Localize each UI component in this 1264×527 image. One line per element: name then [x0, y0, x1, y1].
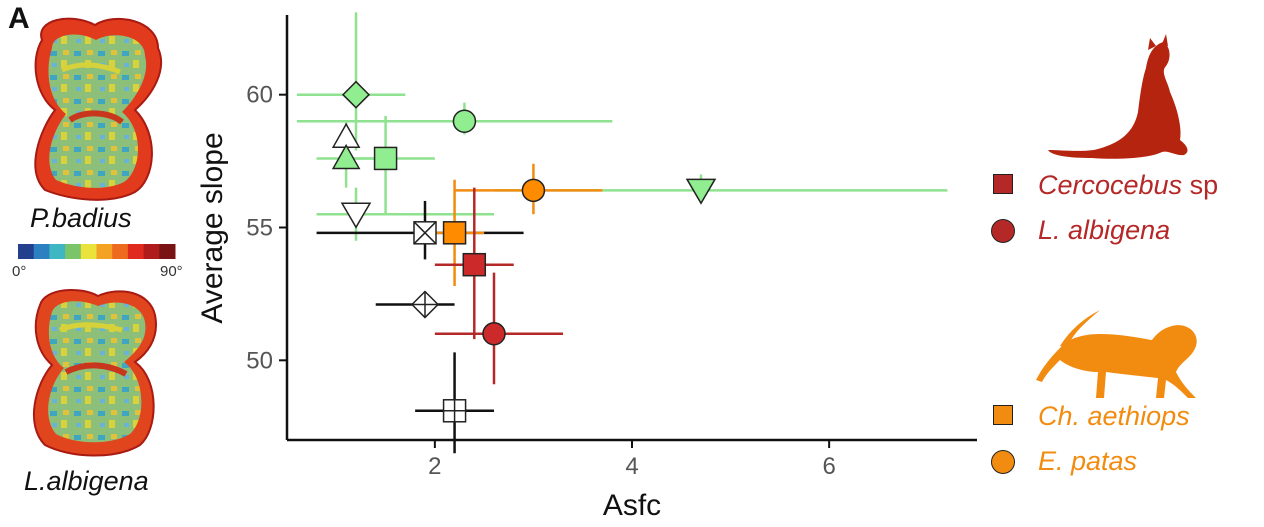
marker-cross-line — [413, 221, 437, 245]
data-point — [462, 252, 487, 277]
data-point — [685, 178, 717, 205]
scale-swatch — [49, 244, 66, 259]
x-tick-label: 6 — [822, 453, 835, 480]
scale-swatch — [80, 244, 97, 259]
square-marker — [462, 252, 487, 277]
legend-label-ch-aethiops: Ch. aethiops — [1038, 401, 1190, 431]
triangle-up-marker — [331, 143, 361, 170]
scale-swatch — [65, 244, 82, 259]
scale-swatch — [127, 244, 145, 259]
scale-swatch — [96, 244, 113, 259]
square-marker — [373, 146, 398, 171]
scale-swatch — [159, 244, 176, 259]
circle-marker — [452, 109, 477, 133]
triangle-down-marker — [340, 202, 372, 229]
legend-entry-cercocebus: Cercocebus sp — [1038, 170, 1218, 201]
scale-min-label: 0° — [12, 263, 27, 280]
x-axis-label: Asfc — [603, 489, 661, 522]
scale-swatch — [18, 244, 35, 259]
tooth-label-p-badius: P.badius — [30, 203, 132, 233]
data-point — [482, 322, 506, 346]
y-axis-label: Average slope — [196, 132, 229, 323]
legend-suffix-cercocebus: sp — [1182, 170, 1219, 200]
patas-silhouette-icon — [1036, 310, 1197, 398]
data-markers — [331, 80, 717, 423]
data-point — [413, 221, 437, 245]
tooth-label-l-albigena: L.albigena — [24, 466, 149, 496]
y-tick-label: 50 — [246, 347, 273, 374]
cercocebus-silhouette-icon — [1048, 34, 1188, 159]
square-marker — [442, 221, 467, 245]
legend-label-e-patas: E. patas — [1038, 446, 1138, 476]
y-tick-label: 55 — [246, 215, 273, 242]
scale-swatch — [33, 244, 50, 259]
plot-axes — [285, 15, 977, 442]
x-tick-label: 2 — [428, 453, 441, 480]
circle-marker — [521, 178, 546, 203]
y-tick-label: 60 — [246, 82, 273, 109]
legend-marker-l-albigena — [991, 219, 1015, 243]
triangle-down-marker — [685, 178, 717, 205]
data-point — [410, 290, 440, 319]
axis-ticks: 2 4 6 50 55 60 — [246, 82, 836, 480]
panel-label: A — [8, 2, 30, 35]
data-point — [340, 202, 372, 229]
legend-label-l-albigena: L. albigena — [1038, 215, 1171, 245]
error-bars — [296, 12, 948, 454]
data-point — [442, 221, 467, 245]
legend-label-cercocebus: Cercocebus — [1038, 170, 1183, 200]
data-point — [331, 143, 361, 170]
legend-marker-e-patas — [991, 450, 1015, 474]
scale-max-label: 90° — [160, 263, 183, 280]
diamond-marker — [341, 80, 371, 109]
tooth-image-p-badius — [34, 17, 163, 201]
scale-swatch — [112, 244, 129, 259]
x-tick-label: 4 — [625, 453, 638, 480]
legend-marker-ch-aethiops — [993, 405, 1013, 425]
data-point — [373, 146, 398, 171]
data-point — [341, 80, 371, 109]
slope-color-scale — [18, 244, 176, 259]
tooth-image-l-albigena — [32, 289, 157, 457]
legend-marker-cercocebus — [993, 174, 1013, 194]
data-point — [442, 399, 467, 423]
data-point — [452, 109, 477, 133]
scale-swatch — [143, 244, 160, 259]
circle-marker — [482, 322, 506, 346]
data-point — [521, 178, 546, 203]
